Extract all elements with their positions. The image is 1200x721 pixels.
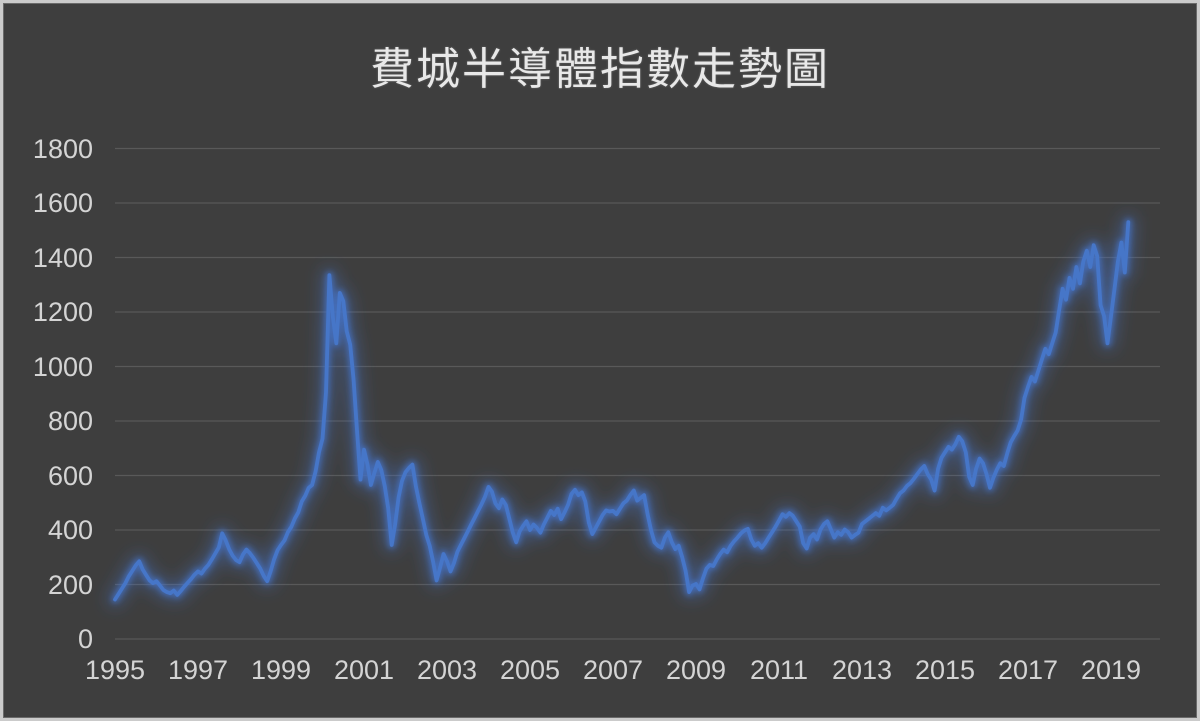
y-tick-label: 1200	[32, 297, 93, 327]
y-tick-label: 0	[77, 624, 93, 654]
y-tick-label: 1600	[32, 188, 93, 218]
y-tick-label: 400	[47, 515, 93, 545]
x-tick-label: 1999	[250, 655, 312, 685]
y-tick-label: 200	[47, 569, 93, 600]
y-tick-label: 1000	[32, 351, 93, 382]
chart-title: 費城半導體指數走勢圖	[370, 45, 830, 94]
x-tick-label: 2007	[582, 655, 644, 685]
x-tick-label: 2013	[831, 655, 893, 685]
chart-canvas: 費城半導體指數走勢圖 0 200 400 600 800 1000 1200 1400 1600…	[3, 3, 1197, 718]
y-tick-label: 600	[47, 460, 93, 491]
series-line-glow-inner	[111, 218, 1132, 603]
x-tick-label: 1995	[84, 655, 146, 685]
x-tick-label: 2011	[749, 655, 809, 685]
x-tick-label: 2001	[333, 655, 395, 685]
y-tick-label: 1800	[32, 133, 93, 164]
x-tick-label: 2019	[1080, 655, 1142, 685]
y-tick-label: 800	[47, 406, 93, 436]
series-line-glow-outer	[107, 214, 1136, 607]
x-tick-label: 2003	[416, 655, 478, 685]
x-tick-label: 2005	[499, 655, 561, 685]
y-tick-label: 1400	[32, 242, 93, 273]
x-tick-label: 2015	[914, 655, 976, 685]
trend-line-chart	[107, 147, 1160, 640]
x-tick-label: 2017	[997, 655, 1059, 685]
x-tick-label: 2009	[665, 655, 727, 685]
x-tick-label: 1997	[167, 655, 229, 685]
series-line	[113, 220, 1131, 602]
